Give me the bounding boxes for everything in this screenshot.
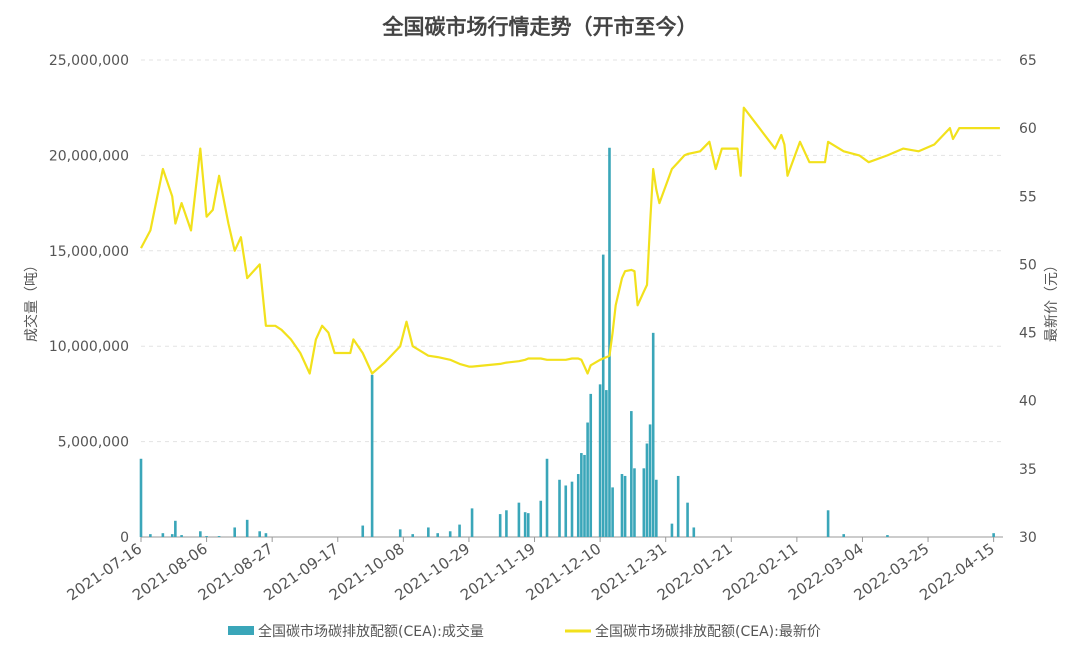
y2-tick-label: 50: [1019, 257, 1037, 273]
bar: [361, 525, 365, 537]
bar: [539, 500, 543, 537]
bar: [611, 487, 614, 537]
bar: [570, 481, 574, 537]
y-tick-label: 15,000,000: [49, 244, 129, 260]
y2-axis-title: 最新价（元）: [1044, 258, 1060, 342]
bar: [174, 520, 177, 537]
bar: [670, 523, 674, 537]
bar: [427, 527, 430, 537]
bar: [605, 390, 608, 537]
bar: [205, 536, 208, 537]
bar: [217, 536, 221, 537]
bar: [526, 513, 530, 537]
bar: [436, 533, 440, 537]
bar: [398, 529, 402, 537]
y2-tick-label: 30: [1019, 530, 1037, 546]
bar: [576, 474, 580, 537]
bar: [623, 475, 627, 537]
bar: [648, 424, 652, 537]
y-tick-label: 10,000,000: [49, 339, 129, 355]
y2-tick-label: 35: [1019, 462, 1037, 478]
bar: [826, 510, 830, 537]
bar: [458, 524, 461, 537]
bar: [517, 502, 521, 537]
bar: [448, 531, 452, 537]
bar: [139, 458, 143, 537]
bar: [676, 475, 680, 537]
bar: [655, 479, 658, 537]
bar: [642, 468, 646, 537]
legend-label: 全国碳市场碳排放配额(CEA):最新价: [595, 623, 821, 640]
y2-tick-label: 65: [1019, 53, 1037, 69]
bar: [180, 535, 183, 537]
bar: [149, 534, 152, 537]
bar: [886, 535, 889, 537]
bar: [199, 531, 202, 537]
bar: [580, 453, 583, 537]
bar: [992, 533, 995, 537]
bar: [170, 534, 174, 537]
bar: [523, 512, 527, 537]
y2-tick-label: 60: [1019, 121, 1037, 137]
bar: [411, 534, 415, 537]
bar: [630, 411, 633, 537]
y-tick-label: 20,000,000: [49, 148, 129, 164]
bar: [245, 519, 249, 537]
bar: [583, 454, 586, 537]
bar: [258, 531, 261, 537]
bar: [161, 533, 165, 537]
legend-label: 全国碳市场碳排放配额(CEA):成交量: [258, 623, 484, 640]
y-tick-label: 5,000,000: [58, 435, 129, 451]
bar: [264, 533, 268, 537]
chart-title: 全国碳市场行情走势（开市至今）: [382, 15, 698, 39]
y-tick-label: 25,000,000: [49, 53, 129, 69]
bar: [686, 502, 689, 537]
bar: [558, 479, 561, 537]
price-line: [140, 106, 1000, 375]
bar: [505, 510, 508, 537]
bar: [608, 147, 611, 537]
bar: [842, 534, 846, 537]
bar: [470, 508, 474, 537]
y2-tick-label: 55: [1019, 189, 1037, 205]
y2-tick-label: 45: [1019, 326, 1037, 342]
bar: [645, 443, 649, 537]
bar: [498, 514, 502, 537]
bar: [651, 332, 655, 537]
bar: [586, 422, 589, 537]
y-axis-title: 成交量（吨）: [23, 258, 40, 342]
bar: [692, 527, 696, 537]
bar: [233, 527, 236, 537]
bar: [370, 374, 374, 537]
bar: [601, 254, 605, 537]
legend-swatch: [228, 626, 254, 635]
bar: [564, 485, 568, 537]
y-tick-label: 0: [120, 530, 129, 546]
bar: [633, 468, 636, 537]
bar: [589, 393, 593, 537]
bar: [598, 384, 602, 537]
y2-tick-label: 40: [1019, 394, 1037, 410]
bar: [545, 458, 549, 537]
bar: [620, 474, 624, 537]
